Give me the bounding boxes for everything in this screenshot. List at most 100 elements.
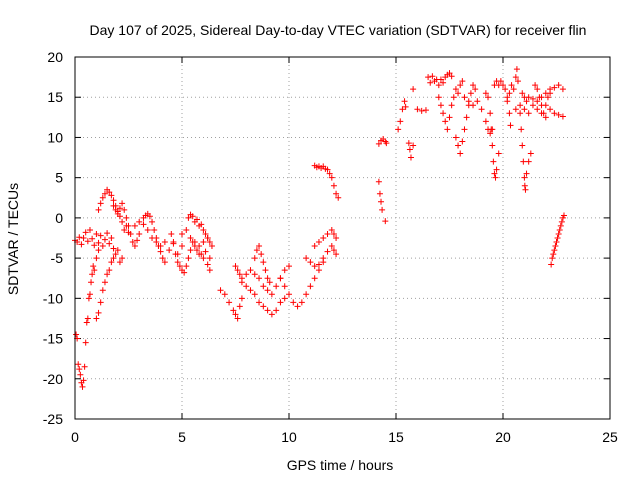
series-arc-18 <box>311 226 340 250</box>
series-arc-19 <box>311 162 342 201</box>
data-point <box>405 140 412 147</box>
data-point <box>236 271 243 278</box>
data-point <box>298 299 305 306</box>
data-point <box>281 295 288 302</box>
data-point <box>330 247 337 254</box>
data-point <box>200 226 207 233</box>
data-point <box>97 299 104 306</box>
data-point <box>84 238 91 245</box>
data-point <box>518 126 525 133</box>
data-point <box>243 271 250 278</box>
data-point <box>93 315 100 322</box>
data-point <box>399 106 406 113</box>
series-arc-25 <box>410 86 417 93</box>
data-point <box>450 94 457 101</box>
data-point <box>183 263 190 270</box>
data-point <box>542 114 549 121</box>
data-point <box>324 248 331 255</box>
data-point <box>551 84 558 91</box>
data-point <box>208 243 215 250</box>
data-point <box>75 361 82 368</box>
data-point <box>174 259 181 266</box>
data-point <box>146 213 153 220</box>
data-point <box>119 255 126 262</box>
series-arc-36 <box>519 82 566 105</box>
data-point <box>457 150 464 157</box>
data-point <box>232 263 239 270</box>
data-point <box>418 107 425 114</box>
data-point <box>422 107 429 114</box>
data-point <box>474 98 481 105</box>
data-point <box>378 198 385 205</box>
data-point <box>333 251 340 258</box>
data-point <box>112 206 119 213</box>
data-point <box>264 287 271 294</box>
series-arc-34 <box>517 110 534 193</box>
data-point <box>551 110 558 117</box>
data-point <box>559 86 566 93</box>
data-point <box>482 90 489 97</box>
data-point <box>333 190 340 197</box>
data-point <box>507 122 514 129</box>
data-point <box>131 222 138 229</box>
data-point <box>472 86 479 93</box>
y-tick-label: -25 <box>43 411 63 427</box>
y-tick-label: 15 <box>47 89 63 105</box>
data-point <box>519 142 526 149</box>
data-point <box>262 267 269 274</box>
x-tick-label: 15 <box>388 429 404 445</box>
data-point <box>129 239 136 246</box>
series-arc-37 <box>532 82 554 117</box>
data-point <box>204 261 211 268</box>
data-point <box>236 303 243 310</box>
data-point <box>452 86 459 93</box>
data-point <box>490 158 497 165</box>
data-point <box>478 106 485 113</box>
data-point <box>375 140 382 147</box>
y-tick-label: 10 <box>47 129 63 145</box>
data-point <box>193 216 200 223</box>
y-tick-label: 0 <box>55 210 63 226</box>
data-point <box>179 230 185 237</box>
data-point <box>500 82 506 89</box>
data-point <box>525 110 532 117</box>
data-point <box>437 102 444 109</box>
data-point <box>234 267 241 274</box>
data-point <box>459 138 466 145</box>
data-point <box>89 235 96 242</box>
data-point <box>502 86 509 93</box>
x-axis-label: GPS time / hours <box>287 457 394 473</box>
data-point <box>491 170 498 177</box>
data-point <box>527 150 534 157</box>
data-point <box>495 150 502 157</box>
series-arc-4 <box>95 186 132 236</box>
data-point <box>435 94 442 101</box>
data-point <box>311 275 318 282</box>
data-point <box>442 118 449 125</box>
data-point <box>519 90 526 97</box>
data-point <box>95 247 102 254</box>
data-point <box>97 232 104 239</box>
data-point <box>324 230 331 237</box>
data-point <box>170 239 177 246</box>
data-point <box>326 170 333 177</box>
data-point <box>80 235 87 241</box>
data-point <box>315 239 322 246</box>
data-point <box>315 267 322 274</box>
data-point <box>542 102 549 109</box>
data-point <box>155 243 162 250</box>
data-point <box>552 243 559 250</box>
data-point <box>452 134 459 141</box>
y-tick-label: -15 <box>43 331 63 347</box>
data-point <box>523 98 530 105</box>
data-point <box>273 307 280 314</box>
data-point <box>487 110 494 117</box>
data-point <box>508 82 515 89</box>
data-point <box>395 126 402 133</box>
data-point <box>161 259 168 266</box>
data-point <box>104 271 111 278</box>
series-arc-32 <box>491 78 514 129</box>
y-tick-label: 20 <box>47 49 63 65</box>
data-point <box>101 190 108 197</box>
series-arc-23 <box>395 98 409 133</box>
